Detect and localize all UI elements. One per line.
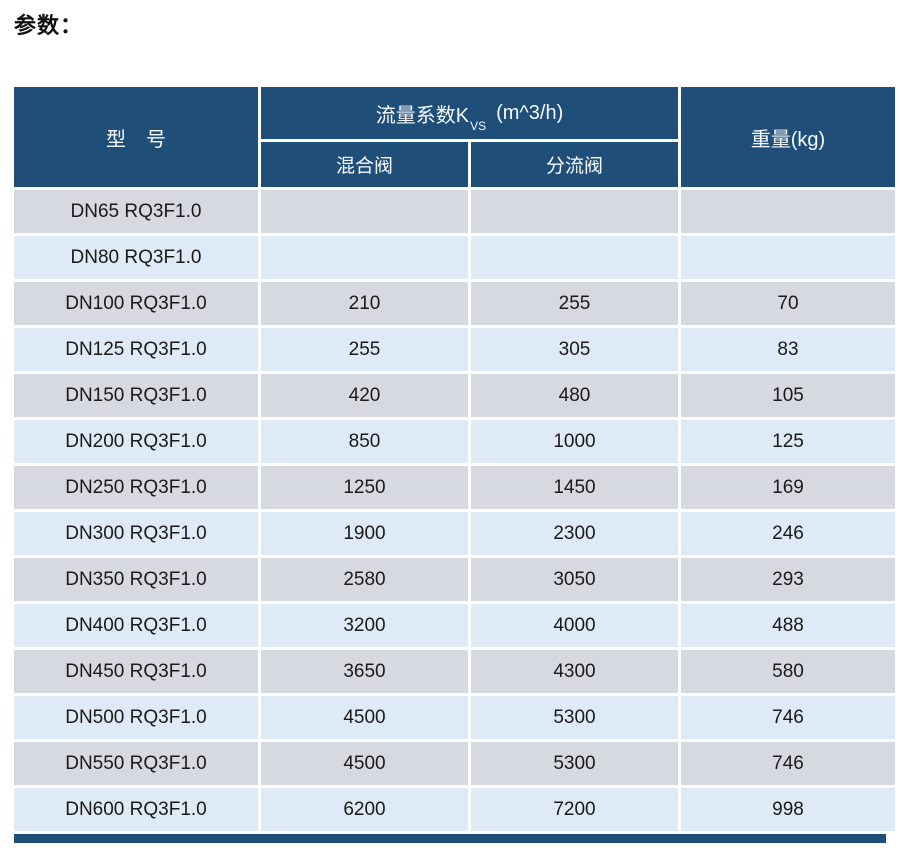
parameters-table: 型 号 流量系数K VS (m^3/h) 重量(kg) 混合阀 分流阀 DN65… (14, 87, 895, 843)
cell-diverting-valve-kvs: 4000 (471, 604, 678, 647)
table-row: DN300 RQ3F1.0 1900 2300 246 (14, 512, 895, 555)
cell-weight: 125 (681, 420, 895, 463)
table-row: DN150 RQ3F1.0 420 480 105 (14, 374, 895, 417)
cell-diverting-valve-kvs: 305 (471, 328, 678, 371)
cell-model: DN450 RQ3F1.0 (14, 650, 258, 693)
header-cell-mixing-valve: 混合阀 (261, 142, 468, 187)
cell-diverting-valve-kvs: 480 (471, 374, 678, 417)
cell-model: DN500 RQ3F1.0 (14, 696, 258, 739)
kvs-label-prefix: 流量系数K (375, 104, 470, 127)
cell-mixing-valve-kvs: 420 (261, 374, 468, 417)
header-cell-model: 型 号 (14, 87, 258, 187)
header-cell-diverting-valve: 分流阀 (471, 142, 678, 187)
cell-mixing-valve-kvs: 3200 (261, 604, 468, 647)
cell-model: DN125 RQ3F1.0 (14, 328, 258, 371)
cell-weight: 83 (681, 328, 895, 371)
table-row: DN350 RQ3F1.0 2580 3050 293 (14, 558, 895, 601)
cell-mixing-valve-kvs: 255 (261, 328, 468, 371)
cell-mixing-valve-kvs: 1900 (261, 512, 468, 555)
table-bottom-bar (14, 834, 886, 843)
table-row: DN200 RQ3F1.0 850 1000 125 (14, 420, 895, 463)
table-row: DN400 RQ3F1.0 3200 4000 488 (14, 604, 895, 647)
table-row: DN80 RQ3F1.0 (14, 236, 895, 279)
table-row: DN600 RQ3F1.0 6200 7200 998 (14, 788, 895, 831)
cell-weight: 746 (681, 742, 895, 785)
cell-weight: 580 (681, 650, 895, 693)
cell-diverting-valve-kvs (471, 190, 678, 233)
cell-model: DN100 RQ3F1.0 (14, 282, 258, 325)
cell-diverting-valve-kvs (471, 236, 678, 279)
page-title: 参数： (14, 13, 84, 38)
header-cell-weight: 重量(kg) (681, 87, 895, 187)
cell-diverting-valve-kvs: 3050 (471, 558, 678, 601)
cell-model: DN80 RQ3F1.0 (14, 236, 258, 279)
cell-weight: 169 (681, 466, 895, 509)
cell-mixing-valve-kvs: 4500 (261, 696, 468, 739)
cell-diverting-valve-kvs: 4300 (471, 650, 678, 693)
cell-model: DN200 RQ3F1.0 (14, 420, 258, 463)
cell-mixing-valve-kvs (261, 236, 468, 279)
table-row: DN125 RQ3F1.0 255 305 83 (14, 328, 895, 371)
cell-weight: 746 (681, 696, 895, 739)
header-cell-kvs: 流量系数K VS (m^3/h) (261, 87, 678, 139)
cell-diverting-valve-kvs: 5300 (471, 742, 678, 785)
cell-model: DN350 RQ3F1.0 (14, 558, 258, 601)
cell-diverting-valve-kvs: 7200 (471, 788, 678, 831)
cell-diverting-valve-kvs: 1450 (471, 466, 678, 509)
cell-mixing-valve-kvs: 850 (261, 420, 468, 463)
cell-diverting-valve-kvs: 2300 (471, 512, 678, 555)
cell-mixing-valve-kvs: 6200 (261, 788, 468, 831)
cell-weight (681, 236, 895, 279)
cell-model: DN600 RQ3F1.0 (14, 788, 258, 831)
cell-diverting-valve-kvs: 5300 (471, 696, 678, 739)
cell-weight: 70 (681, 282, 895, 325)
cell-model: DN300 RQ3F1.0 (14, 512, 258, 555)
table-row: DN450 RQ3F1.0 3650 4300 580 (14, 650, 895, 693)
cell-model: DN250 RQ3F1.0 (14, 466, 258, 509)
cell-diverting-valve-kvs: 255 (471, 282, 678, 325)
cell-mixing-valve-kvs: 3650 (261, 650, 468, 693)
kvs-label-unit: (m^3/h) (496, 101, 564, 124)
cell-mixing-valve-kvs: 4500 (261, 742, 468, 785)
cell-model: DN150 RQ3F1.0 (14, 374, 258, 417)
table-header: 型 号 流量系数K VS (m^3/h) 重量(kg) 混合阀 分流阀 (14, 87, 895, 187)
cell-weight: 293 (681, 558, 895, 601)
cell-weight: 998 (681, 788, 895, 831)
cell-mixing-valve-kvs: 2580 (261, 558, 468, 601)
cell-weight: 246 (681, 512, 895, 555)
cell-weight (681, 190, 895, 233)
cell-mixing-valve-kvs: 210 (261, 282, 468, 325)
cell-mixing-valve-kvs: 1250 (261, 466, 468, 509)
table-row: DN65 RQ3F1.0 (14, 190, 895, 233)
table-row: DN250 RQ3F1.0 1250 1450 169 (14, 466, 895, 509)
cell-mixing-valve-kvs (261, 190, 468, 233)
table-row: DN100 RQ3F1.0 210 255 70 (14, 282, 895, 325)
cell-model: DN550 RQ3F1.0 (14, 742, 258, 785)
cell-model: DN65 RQ3F1.0 (14, 190, 258, 233)
table-row: DN550 RQ3F1.0 4500 5300 746 (14, 742, 895, 785)
table-body: DN65 RQ3F1.0 DN80 RQ3F1.0 DN100 RQ3F1.0 … (14, 190, 895, 831)
table-row: DN500 RQ3F1.0 4500 5300 746 (14, 696, 895, 739)
kvs-label-subscript: VS (470, 119, 487, 133)
cell-weight: 488 (681, 604, 895, 647)
cell-model: DN400 RQ3F1.0 (14, 604, 258, 647)
cell-weight: 105 (681, 374, 895, 417)
cell-diverting-valve-kvs: 1000 (471, 420, 678, 463)
